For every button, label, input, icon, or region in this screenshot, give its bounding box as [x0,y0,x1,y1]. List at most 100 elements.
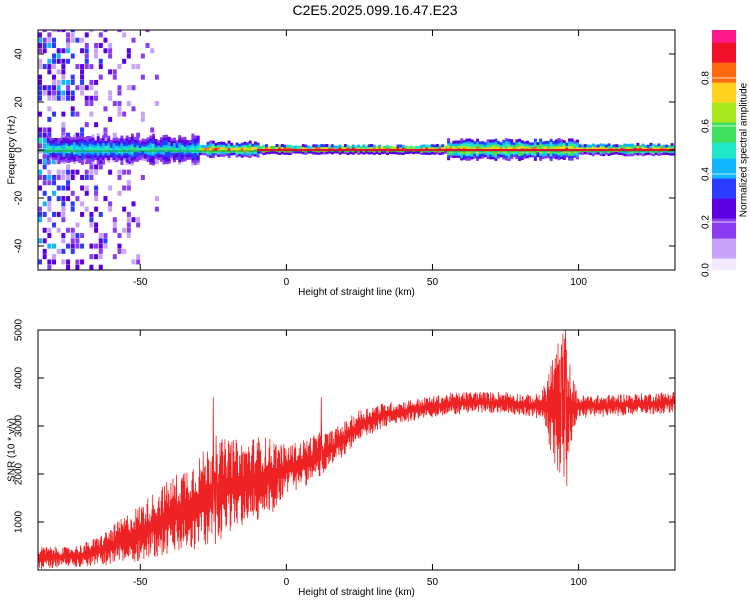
spectrogram-cell [420,144,424,148]
spectrogram-cell [230,152,234,156]
spectrogram-cell [75,238,80,244]
spectrogram-cell [525,145,529,149]
spectrogram-cell [162,144,166,148]
spectrogram-cell [61,248,66,254]
x-tick-label: 100 [570,277,587,288]
spectrogram-cell [188,144,192,148]
spectrogram-cell [98,64,103,70]
spectrogram-cell [336,145,340,149]
spectrogram-cell [73,151,77,155]
spectrogram-cell [42,48,47,54]
spectrogram-cell [196,157,200,161]
spectrogram-cell [568,150,572,154]
spectrogram-cell [84,122,89,128]
spectrogram-cell [330,144,334,148]
spectrogram-cell [94,185,99,191]
spectrogram-cell [346,147,350,151]
spectrogram-cell [112,74,117,80]
spectrogram-cell [575,144,579,148]
spectrogram-cell [219,148,223,152]
spectrogram-cell [112,140,116,144]
spectrogram-cell [217,141,221,145]
spectrogram-cell [62,136,66,140]
spectrogram-cell [144,138,148,142]
spectrogram-cell [61,30,66,33]
spectrogram-cell [162,161,166,165]
spectrogram-cell [89,222,94,228]
spectrogram-cell [180,146,184,150]
spectrogram-cell [510,146,514,150]
spectrogram-cell [518,150,522,154]
spectrogram-cell [460,155,464,159]
spectrogram-cell [107,145,111,149]
spectrogram-cell [481,155,485,159]
spectrogram-cell [103,132,108,138]
spectrogram-cell [117,143,121,147]
colorbar-swatch [712,66,736,71]
spectrogram-cell [67,147,71,151]
spectrogram-cell [278,147,282,151]
spectrogram-cell [399,146,403,150]
spectrogram-cell [476,138,480,142]
spectrogram-cell [549,150,553,154]
spectrogram-cell [70,32,75,38]
spectrogram-cell [131,64,136,70]
spectrogram-cell [183,136,187,140]
colorbar-swatch [712,102,736,107]
colorbar-swatch [712,78,736,83]
spectrogram-cell [61,122,66,128]
spectrogram-cell [75,169,80,175]
spectrogram-cell [552,145,556,149]
spectrogram-cell [94,157,98,161]
spectrogram-cell [61,238,66,244]
spectrogram-cell [481,141,485,145]
spectrogram-cell [120,159,124,163]
spectrogram-cell [138,147,142,151]
spectrogram-cell [578,144,582,148]
spectrogram-cell [325,146,329,150]
spectrogram-cell [99,154,103,158]
spectrogram-cell [104,140,108,144]
spectrogram-cell [70,144,74,148]
spectrogram-cell [86,155,90,159]
spectrogram-cell [154,155,158,159]
spectrogram-cell [315,146,319,150]
spectrogram-cell [144,158,148,162]
spectrogram-cell [430,144,434,148]
spectrogram-cell [128,156,132,160]
spectrogram-cell [57,138,61,142]
spectrogram-cell [267,146,271,150]
spectrogram-cell [70,190,75,196]
spectrogram-cell [433,151,437,155]
spectrogram-cell [457,154,461,158]
spectrogram-cell [162,156,166,160]
spectrogram-cell [61,90,66,96]
spectrogram-cell [78,140,82,144]
spectrogram-cell [117,155,121,159]
spectrogram-cell [47,174,52,180]
spectrogram-cell [341,145,345,149]
colorbar-swatch [712,166,736,171]
spectrogram-cell [557,157,561,161]
spectrogram-cell [91,146,95,150]
spectrogram-cell [52,95,57,101]
spectrogram-cell [125,157,129,161]
spectrogram-cell [120,154,124,158]
spectrogram-cell [66,174,71,180]
spectrogram-cell [636,142,640,146]
colorbar-label: Normalized spectral amplitude [739,82,750,217]
spectrogram-cell [243,148,247,152]
spectrogram-cell [560,144,564,148]
spectrogram-cell [544,145,548,149]
spectrogram-cell [573,152,577,156]
spectrogram-cell [52,180,57,186]
spectrogram-cell [84,32,89,38]
spectrogram-cell [125,161,129,165]
spectrogram-cell [120,157,124,161]
spectrogram-cell [62,153,66,157]
spectrogram-cell [586,151,590,155]
spectrogram-cell [662,147,666,151]
colorbar-swatch [712,90,736,95]
spectrogram-cell [243,146,247,150]
spectrogram-cell [183,153,187,157]
